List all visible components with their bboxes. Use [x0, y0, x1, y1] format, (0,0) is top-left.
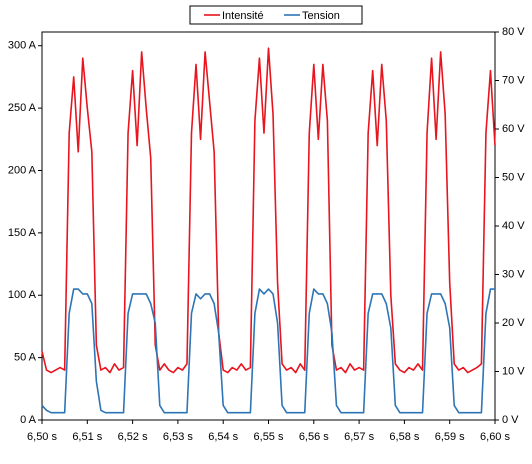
y-tick-label: 250 A — [8, 102, 37, 114]
x-tick-label: 6,50 s — [27, 431, 57, 443]
x-tick-label: 6,60 s — [480, 431, 510, 443]
x-tick-label: 6,59 s — [435, 431, 465, 443]
y2-tick-label: 10 V — [502, 365, 525, 377]
y-tick-label: 300 A — [8, 40, 37, 52]
y-tick-label: 100 A — [8, 289, 37, 301]
y2-tick-label: 60 V — [502, 123, 525, 135]
legend-box — [189, 5, 363, 25]
x-tick-label: 6,51 s — [72, 431, 102, 443]
y-tick-label: 0 A — [20, 414, 37, 426]
y2-tick-label: 30 V — [502, 268, 525, 280]
x-tick-label: 6,57 s — [344, 431, 374, 443]
y2-tick-label: 70 V — [502, 74, 525, 86]
series-line — [41, 288, 495, 414]
x-tick-label: 6,52 s — [118, 431, 148, 443]
y2-tick-label: 80 V — [502, 26, 525, 38]
y2-tick-label: 0 V — [502, 414, 519, 426]
y-tick-label: 50 A — [14, 352, 37, 364]
y-tick-label: 150 A — [8, 227, 37, 239]
x-tick-label: 6,54 s — [208, 431, 238, 443]
y-tick-label: 200 A — [8, 164, 37, 176]
y2-tick-label: 50 V — [502, 171, 525, 183]
x-tick-label: 6,58 s — [389, 431, 419, 443]
series-line — [41, 47, 496, 374]
plot-frame — [41, 31, 496, 421]
x-tick-label: 6,55 s — [254, 431, 284, 443]
legend-label: Tension — [302, 10, 340, 22]
y2-tick-label: 40 V — [502, 220, 525, 232]
legend-label: Intensité — [222, 10, 264, 22]
y2-tick-label: 20 V — [502, 317, 525, 329]
x-tick-label: 6,56 s — [299, 431, 329, 443]
x-tick-label: 6,53 s — [163, 431, 193, 443]
